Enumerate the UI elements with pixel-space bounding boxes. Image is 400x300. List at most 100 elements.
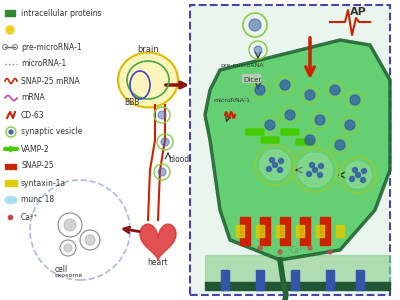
Circle shape — [278, 250, 282, 254]
Circle shape — [315, 115, 325, 125]
Text: mRNA: mRNA — [21, 94, 45, 103]
Circle shape — [278, 158, 284, 164]
Text: intracellular proteins: intracellular proteins — [21, 8, 102, 17]
Bar — [240, 225, 250, 245]
Circle shape — [258, 246, 262, 250]
Bar — [190, 5, 390, 295]
FancyBboxPatch shape — [246, 129, 264, 135]
Circle shape — [278, 167, 282, 172]
Text: microRNA-1: microRNA-1 — [213, 98, 250, 103]
Bar — [326, 270, 334, 290]
Circle shape — [360, 178, 366, 182]
Text: CD-63: CD-63 — [21, 110, 45, 119]
Bar — [280, 225, 290, 245]
Circle shape — [330, 85, 340, 95]
Circle shape — [310, 163, 314, 167]
Text: munc 18: munc 18 — [21, 196, 54, 205]
Circle shape — [158, 111, 166, 119]
Circle shape — [254, 46, 262, 54]
Circle shape — [280, 80, 290, 90]
Bar — [300, 217, 310, 225]
Bar — [5, 180, 17, 186]
Circle shape — [255, 85, 265, 95]
Bar — [336, 225, 344, 237]
Circle shape — [352, 167, 358, 172]
Circle shape — [265, 120, 275, 130]
Circle shape — [270, 158, 274, 163]
Text: synaptic vesicle: synaptic vesicle — [21, 128, 82, 136]
Circle shape — [6, 26, 14, 34]
Circle shape — [306, 172, 312, 176]
Circle shape — [85, 235, 95, 245]
Bar — [316, 225, 324, 237]
Text: exosome: exosome — [55, 273, 83, 278]
Bar — [276, 225, 284, 237]
Text: VAMP-2: VAMP-2 — [21, 145, 50, 154]
Bar — [13, 167, 16, 169]
Bar — [356, 270, 364, 290]
Text: microRNA-1: microRNA-1 — [21, 59, 66, 68]
Circle shape — [356, 172, 360, 178]
Circle shape — [161, 138, 169, 146]
Circle shape — [305, 135, 315, 145]
Text: pre-microRNA-1: pre-microRNA-1 — [21, 43, 82, 52]
Bar — [300, 225, 310, 245]
Circle shape — [362, 169, 366, 173]
Bar — [256, 225, 264, 237]
Text: SNAP-25 mRNA: SNAP-25 mRNA — [21, 76, 80, 85]
Circle shape — [328, 250, 332, 254]
Bar — [280, 217, 290, 225]
FancyBboxPatch shape — [261, 137, 279, 143]
Ellipse shape — [5, 196, 17, 203]
Text: Ca²⁺: Ca²⁺ — [290, 246, 307, 255]
Text: Dicer: Dicer — [243, 77, 261, 83]
Circle shape — [345, 120, 355, 130]
Ellipse shape — [118, 52, 178, 107]
Bar — [221, 270, 229, 290]
Text: heart: heart — [148, 258, 168, 267]
Circle shape — [158, 168, 166, 176]
Text: SNAP-25: SNAP-25 — [21, 161, 54, 170]
Circle shape — [285, 110, 295, 120]
Bar — [9, 167, 12, 169]
Circle shape — [249, 19, 261, 31]
Circle shape — [350, 95, 360, 105]
Text: BBB: BBB — [124, 98, 140, 107]
Text: cell: cell — [55, 265, 68, 274]
Text: blood: blood — [168, 155, 189, 164]
Circle shape — [345, 162, 371, 188]
Bar — [236, 225, 244, 237]
FancyBboxPatch shape — [281, 129, 299, 135]
Bar — [242, 74, 260, 82]
Bar — [205, 282, 390, 290]
Circle shape — [266, 167, 272, 172]
Bar — [5, 10, 15, 16]
Bar — [256, 270, 264, 290]
Text: AP: AP — [350, 7, 367, 17]
Bar — [320, 217, 330, 225]
FancyBboxPatch shape — [296, 139, 314, 145]
Polygon shape — [205, 40, 390, 260]
Text: pre-microRNA: pre-microRNA — [220, 63, 264, 68]
Circle shape — [9, 130, 13, 134]
Text: syntaxin-1a: syntaxin-1a — [21, 178, 66, 188]
Circle shape — [272, 163, 278, 167]
Bar — [240, 217, 250, 225]
Bar — [5, 164, 8, 166]
Circle shape — [312, 167, 318, 172]
Circle shape — [318, 164, 324, 169]
Bar — [9, 164, 12, 166]
Circle shape — [260, 150, 290, 180]
Bar — [260, 225, 270, 245]
Text: Ca²⁺: Ca²⁺ — [21, 212, 38, 221]
Bar — [13, 164, 16, 166]
Circle shape — [308, 246, 312, 250]
Circle shape — [305, 90, 315, 100]
Circle shape — [335, 140, 345, 150]
Circle shape — [298, 153, 332, 187]
Circle shape — [64, 244, 72, 252]
Bar — [291, 270, 299, 290]
Bar — [260, 217, 270, 225]
Circle shape — [318, 172, 322, 178]
Circle shape — [350, 176, 354, 181]
